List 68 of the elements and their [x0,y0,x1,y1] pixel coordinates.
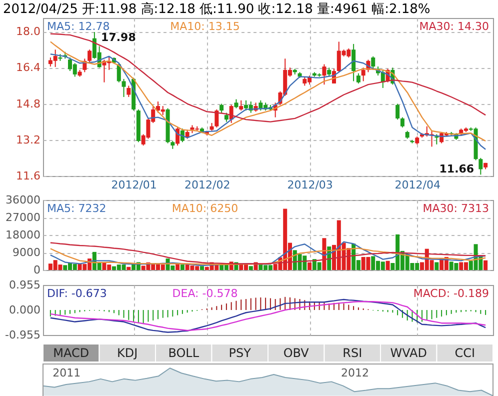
y-tick-label: 18000 [6,228,40,242]
candlestick [122,78,126,98]
candlestick [361,67,366,82]
y-tick-label: 13.2 [16,133,40,146]
y-tick-label: 18.0 [16,25,40,38]
text: RSI [342,346,362,360]
bar [386,260,390,270]
x-tick-label: 2012 [341,366,370,380]
candlestick [371,56,376,70]
series-label: MA5: 12.78 [47,20,110,33]
text: BOLL [168,346,200,360]
text: WVAD [390,346,428,360]
text: OBV [283,346,310,360]
candlestick [327,67,332,78]
bar [484,260,488,270]
x-tick-label: 2011 [52,366,81,380]
candlestick [224,112,228,122]
text: MA10: 13.15 [170,20,240,33]
x-tick-label: 2012/04 [394,178,440,192]
candlestick [478,157,483,176]
x-tick-label: 2012/01 [111,178,157,192]
y-tick-label: 11.6 [16,170,40,182]
x-tick-label: 2012/03 [287,178,333,192]
candlestick [234,98,238,109]
candlestick [214,108,219,128]
series-label: DEA: -0.578 [172,287,238,300]
y-tick-label: 0 [34,264,40,276]
y-tick-label: 36000 [6,194,40,206]
bar [434,262,439,270]
candlestick [220,103,224,114]
text: PSY [228,346,252,360]
y-tick-label: 9000 [12,246,40,259]
text: MACD [53,346,90,360]
y-tick-label: 14.8 [16,97,40,110]
text: MA10: 6250 [172,202,238,215]
text: MA30: 14.30 [419,20,489,33]
annotation: 17.98 [101,30,136,44]
candlestick [396,103,400,120]
annotation: 11.66 [439,162,474,176]
candlestick [239,100,244,112]
y-tick-label: 0.000 [9,304,40,316]
text: CCI [454,346,476,360]
line-series [50,33,486,122]
line-series [50,41,486,142]
candlestick [88,49,92,63]
line-series [50,248,486,266]
series-label: DIF: -0.673 [47,287,107,300]
chart-title: 2012/04/25 开:11.98 高:12.18 低:11.90 收:12.18 量:4961 幅:2.18% [3,1,430,17]
y-tick-label: 27000 [6,211,40,224]
bar [176,264,180,270]
y-tick-label: 0.955 [9,278,40,292]
y-tick-label: 16.4 [16,61,40,74]
y-tick-label: -0.955 [5,328,40,342]
text: MA30: 7313 [422,202,489,215]
text: KDJ [117,346,138,360]
candlestick [352,43,356,82]
text: MA5: 7232 [47,202,106,215]
candlestick [126,85,131,98]
candlestick [322,64,326,86]
bar [180,264,184,270]
x-tick-label: 2012/02 [184,178,230,192]
bar [200,266,204,270]
bar [248,266,253,270]
bar [308,262,312,270]
candlestick [400,116,404,128]
bar [126,266,131,270]
series-label: MACD: -0.189 [413,287,489,300]
candlestick [356,72,360,84]
